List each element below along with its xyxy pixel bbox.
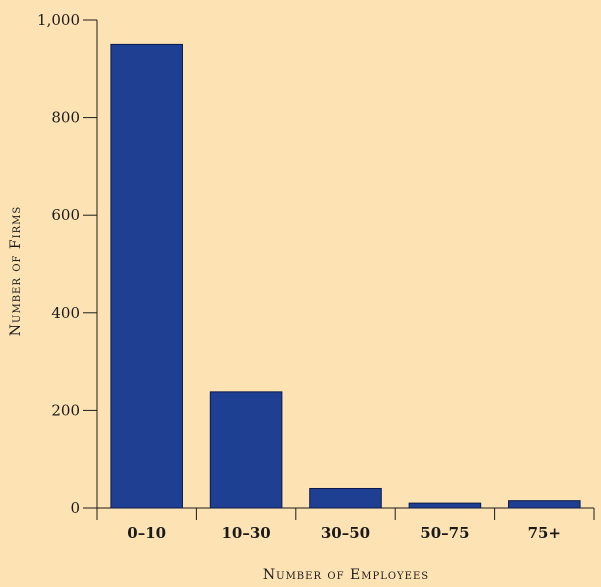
x-tick-label: 0–10 xyxy=(127,524,166,542)
x-tick-label: 30–50 xyxy=(321,524,370,542)
bar-10–30 xyxy=(209,391,283,509)
x-axis-title: Number of Employees xyxy=(263,567,429,583)
x-tick-label: 10–30 xyxy=(221,524,270,542)
bar-0–10 xyxy=(110,43,183,509)
bar-30–50 xyxy=(309,487,382,509)
y-axis: 0 200 400 600 800 1,000 xyxy=(37,11,98,518)
y-axis-title: Number of Firms xyxy=(8,206,24,336)
x-axis: 0–10 10–30 30–50 50–75 75+ xyxy=(96,507,595,542)
x-tick-label: 50–75 xyxy=(420,524,469,542)
y-tick-label: 800 xyxy=(51,109,80,127)
x-tick-label: 75+ xyxy=(528,524,561,542)
y-tick-label: 0 xyxy=(70,499,80,517)
bar-50–75 xyxy=(408,502,482,509)
bar-75+ xyxy=(508,500,581,509)
bars xyxy=(110,43,581,509)
y-tick-label: 600 xyxy=(51,206,80,224)
y-tick-label: 200 xyxy=(51,401,80,419)
y-tick-label: 1,000 xyxy=(37,11,80,29)
y-tick-label: 400 xyxy=(51,304,80,322)
